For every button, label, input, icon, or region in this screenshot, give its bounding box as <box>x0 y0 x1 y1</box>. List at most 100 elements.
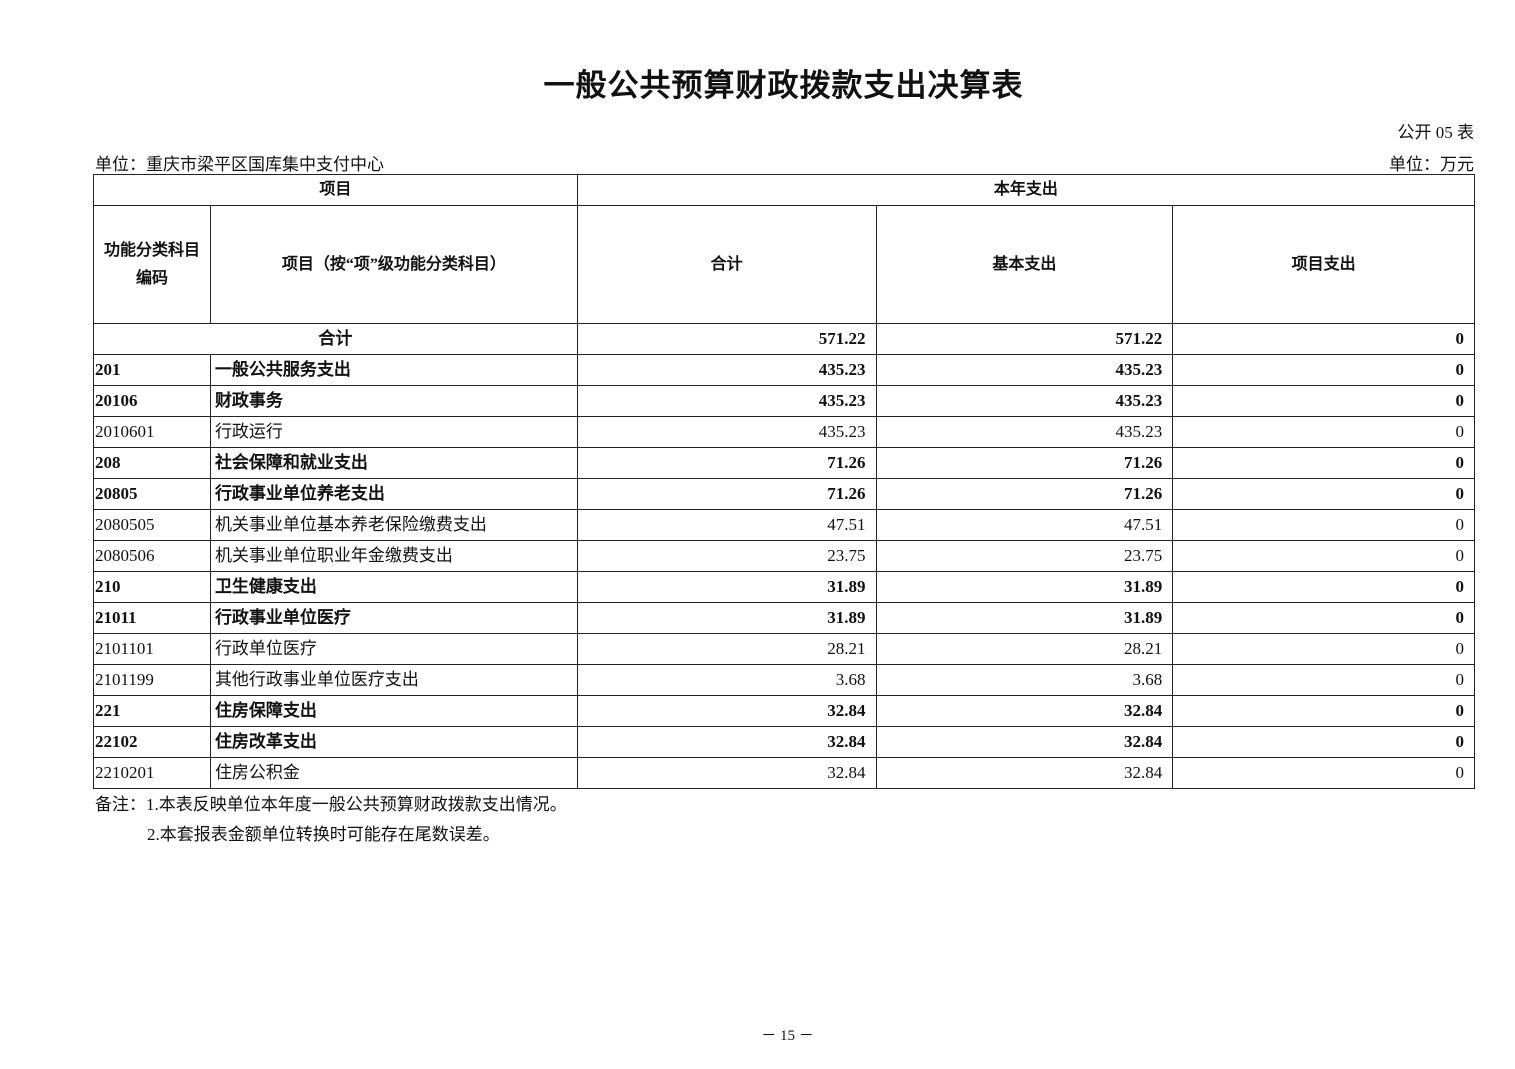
cell-total: 435.23 <box>576 385 877 417</box>
cell-name: 行政运行 <box>209 416 578 448</box>
cell-name: 行政单位医疗 <box>209 633 578 665</box>
expenditure-table: 项目 本年支出 功能分类科目编码 项目（按“项”级功能分类科目） 合计 基本支出… <box>93 174 1476 789</box>
header-item: 项目 <box>93 174 578 206</box>
cell-code: 210 <box>93 571 211 603</box>
table-row: 201 一般公共服务支出 435.23 435.23 0 <box>93 354 1475 386</box>
cell-basic: 71.26 <box>875 478 1174 510</box>
table-number: 公开 05 表 <box>1397 123 1475 142</box>
cell-total: 435.23 <box>576 416 877 448</box>
cell-project: 0 <box>1172 602 1475 634</box>
cell-name: 其他行政事业单位医疗支出 <box>209 664 578 696</box>
header-total: 合计 <box>576 205 877 324</box>
cell-total: 71.26 <box>576 478 877 510</box>
table-row: 2101101 行政单位医疗 28.21 28.21 0 <box>93 633 1475 665</box>
cell-code: 2080506 <box>93 540 211 572</box>
cell-code: 21011 <box>93 602 211 634</box>
cell-code: 201 <box>93 354 211 386</box>
cell-basic: 71.26 <box>875 447 1174 479</box>
total-row: 合计 571.22 571.22 0 <box>93 323 1475 355</box>
cell-basic: 435.23 <box>875 354 1174 386</box>
cell-basic: 32.84 <box>875 726 1174 758</box>
cell-name: 一般公共服务支出 <box>209 354 578 386</box>
table-row: 2010601 行政运行 435.23 435.23 0 <box>93 416 1475 448</box>
cell-basic: 435.23 <box>875 385 1174 417</box>
cell-basic: 28.21 <box>875 633 1174 665</box>
cell-basic: 32.84 <box>875 757 1174 789</box>
cell-name: 住房公积金 <box>209 757 578 789</box>
cell-total: 28.21 <box>576 633 877 665</box>
table-row: 2210201 住房公积金 32.84 32.84 0 <box>93 757 1475 789</box>
cell-project: 0 <box>1172 416 1475 448</box>
cell-total: 23.75 <box>576 540 877 572</box>
cell-code: 20805 <box>93 478 211 510</box>
cell-project: 0 <box>1172 540 1475 572</box>
table-row: 20106 财政事务 435.23 435.23 0 <box>93 385 1475 417</box>
header-current-year: 本年支出 <box>576 174 1476 206</box>
unit-organization: 单位：重庆市梁平区国库集中支付中心 <box>95 155 384 174</box>
cell-project: 0 <box>1172 447 1475 479</box>
cell-name: 卫生健康支出 <box>209 571 578 603</box>
cell-total: 31.89 <box>576 571 877 603</box>
cell-name: 住房保障支出 <box>209 695 578 727</box>
cell-total: 3.68 <box>576 664 877 696</box>
table-row: 21011 行政事业单位医疗 31.89 31.89 0 <box>93 602 1475 634</box>
table-row: 2080506 机关事业单位职业年金缴费支出 23.75 23.75 0 <box>93 540 1475 572</box>
cell-basic: 23.75 <box>875 540 1174 572</box>
cell-name: 社会保障和就业支出 <box>209 447 578 479</box>
page-number: － 15 － <box>761 1028 814 1044</box>
cell-total: 47.51 <box>576 509 877 541</box>
table-row: 22102 住房改革支出 32.84 32.84 0 <box>93 726 1475 758</box>
cell-code: 208 <box>93 447 211 479</box>
cell-project: 0 <box>1172 664 1475 696</box>
cell-basic: 47.51 <box>875 509 1174 541</box>
cell-project: 0 <box>1172 354 1475 386</box>
note-1: 备注：1.本表反映单位本年度一般公共预算财政拨款支出情况。 <box>95 795 567 814</box>
cell-code: 20106 <box>93 385 211 417</box>
cell-total: 32.84 <box>576 757 877 789</box>
cell-total: 435.23 <box>576 354 877 386</box>
cell-total: 32.84 <box>576 695 877 727</box>
cell-code: 2080505 <box>93 509 211 541</box>
cell-basic: 3.68 <box>875 664 1174 696</box>
cell-name: 机关事业单位基本养老保险缴费支出 <box>209 509 578 541</box>
cell-total: 71.26 <box>576 447 877 479</box>
total-project: 0 <box>1172 323 1475 355</box>
cell-name: 行政事业单位医疗 <box>209 602 578 634</box>
table-row: 20805 行政事业单位养老支出 71.26 71.26 0 <box>93 478 1475 510</box>
cell-name: 住房改革支出 <box>209 726 578 758</box>
cell-basic: 435.23 <box>875 416 1174 448</box>
cell-total: 32.84 <box>576 726 877 758</box>
cell-project: 0 <box>1172 478 1475 510</box>
cell-total: 31.89 <box>576 602 877 634</box>
cell-project: 0 <box>1172 385 1475 417</box>
cell-code: 2101101 <box>93 633 211 665</box>
cell-code: 221 <box>93 695 211 727</box>
cell-code: 2101199 <box>93 664 211 696</box>
table-row: 208 社会保障和就业支出 71.26 71.26 0 <box>93 447 1475 479</box>
table-row: 221 住房保障支出 32.84 32.84 0 <box>93 695 1475 727</box>
total-total: 571.22 <box>576 323 877 355</box>
cell-basic: 31.89 <box>875 571 1174 603</box>
table-row: 2101199 其他行政事业单位医疗支出 3.68 3.68 0 <box>93 664 1475 696</box>
page-title: 一般公共预算财政拨款支出决算表 <box>543 68 1024 103</box>
unit-currency: 单位：万元 <box>1389 155 1474 174</box>
cell-code: 2010601 <box>93 416 211 448</box>
cell-basic: 32.84 <box>875 695 1174 727</box>
total-label: 合计 <box>93 323 578 355</box>
cell-code: 2210201 <box>93 757 211 789</box>
header-code: 功能分类科目编码 <box>93 205 211 324</box>
table-row: 210 卫生健康支出 31.89 31.89 0 <box>93 571 1475 603</box>
table-row: 2080505 机关事业单位基本养老保险缴费支出 47.51 47.51 0 <box>93 509 1475 541</box>
cell-name: 机关事业单位职业年金缴费支出 <box>209 540 578 572</box>
cell-code: 22102 <box>93 726 211 758</box>
note-2: 2.本套报表金额单位转换时可能存在尾数误差。 <box>147 825 500 844</box>
cell-project: 0 <box>1172 695 1475 727</box>
header-name: 项目（按“项”级功能分类科目） <box>209 205 578 324</box>
header-basic: 基本支出 <box>875 205 1174 324</box>
cell-project: 0 <box>1172 633 1475 665</box>
cell-project: 0 <box>1172 757 1475 789</box>
total-basic: 571.22 <box>875 323 1174 355</box>
header-project: 项目支出 <box>1172 205 1475 324</box>
cell-project: 0 <box>1172 509 1475 541</box>
